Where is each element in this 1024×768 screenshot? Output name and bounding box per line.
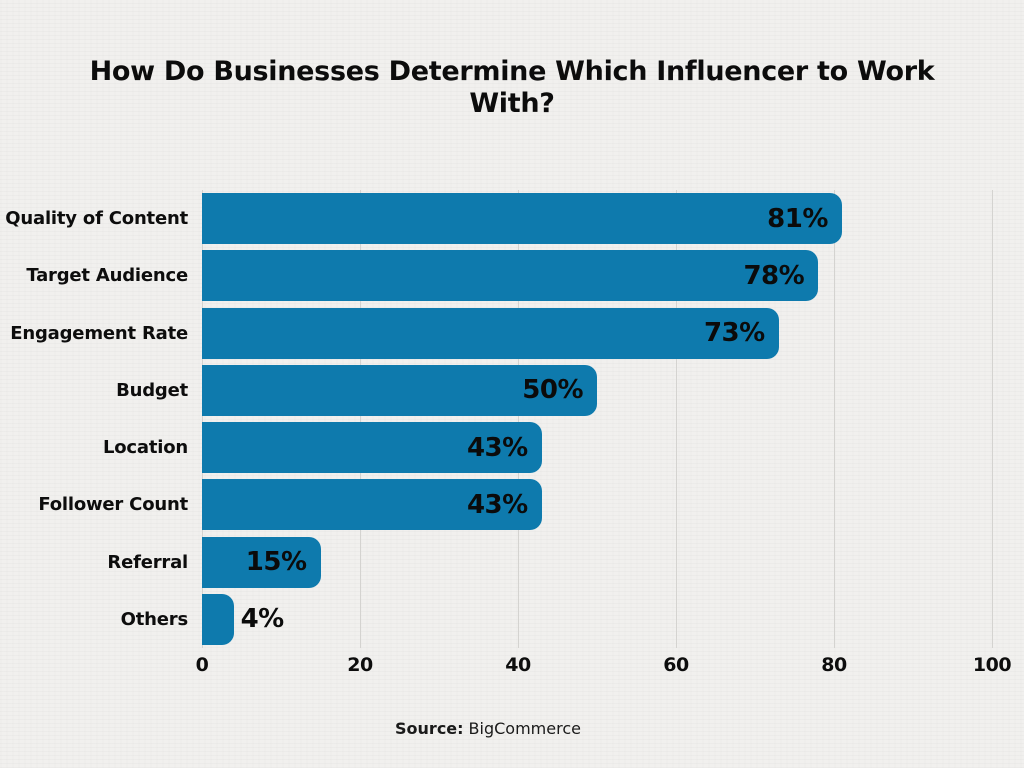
category-label: Location xyxy=(102,437,188,459)
bar: 81% xyxy=(202,193,842,245)
bar-row: 43% xyxy=(202,476,992,533)
bar: 43% xyxy=(202,479,542,531)
category-label: Engagement Rate xyxy=(10,322,188,344)
gridline xyxy=(834,190,835,648)
category-label: Target Audience xyxy=(26,265,188,287)
value-label: 15% xyxy=(245,547,307,578)
gridline xyxy=(992,190,993,648)
x-tick-label: 80 xyxy=(821,654,847,676)
bar-row: 78% xyxy=(202,247,992,304)
chart-title: How Do Businesses Determine Which Influe… xyxy=(89,56,935,120)
value-label: 73% xyxy=(703,318,765,349)
bar: 43% xyxy=(202,422,542,474)
bar-row: 43% xyxy=(202,419,992,476)
bar-row: 4% xyxy=(202,591,992,648)
bar: 15% xyxy=(202,536,321,588)
gridline xyxy=(518,190,519,648)
source-label: Source: xyxy=(395,719,464,738)
bar: 4% xyxy=(202,593,284,645)
bar-rows-layer: 81% 78% 73% 50% 43% 43% 15% 4% xyxy=(202,190,992,648)
category-label: Referral xyxy=(107,551,188,573)
category-label: Quality of Content xyxy=(5,208,188,230)
value-label: 50% xyxy=(522,375,583,406)
plot-area: 81% 78% 73% 50% 43% 43% 15% 4% xyxy=(202,190,993,648)
gridline xyxy=(202,190,203,648)
value-label: 4% xyxy=(240,604,285,635)
bar-row: 15% xyxy=(202,534,992,591)
category-label: Follower Count xyxy=(38,494,188,516)
value-label: 43% xyxy=(466,489,528,520)
category-labels-column: Quality of Content Target Audience Engagem… xyxy=(0,190,188,648)
category-label: Others xyxy=(120,608,189,630)
x-tick-label: 20 xyxy=(347,654,373,676)
bar: 50% xyxy=(202,364,597,416)
bar-row: 73% xyxy=(202,305,992,362)
value-label: 78% xyxy=(743,260,805,291)
bar: 73% xyxy=(202,307,779,359)
gridline xyxy=(676,190,677,648)
gridline xyxy=(360,190,361,648)
x-tick-label: 60 xyxy=(663,654,689,676)
x-tick-label: 100 xyxy=(972,654,1012,676)
bar: 78% xyxy=(202,250,819,302)
x-axis: 0 20 40 60 80 100 xyxy=(196,654,1012,680)
bar-row: 81% xyxy=(202,190,992,247)
x-tick-label: 0 xyxy=(195,654,209,676)
value-label: 43% xyxy=(466,432,528,463)
bar-row: 50% xyxy=(202,362,992,419)
value-label: 81% xyxy=(767,203,828,234)
source-line: Source: BigCommerce xyxy=(0,719,976,738)
source-name: BigCommerce xyxy=(468,719,581,738)
x-tick-label: 40 xyxy=(505,654,531,676)
category-label: Budget xyxy=(116,379,188,401)
